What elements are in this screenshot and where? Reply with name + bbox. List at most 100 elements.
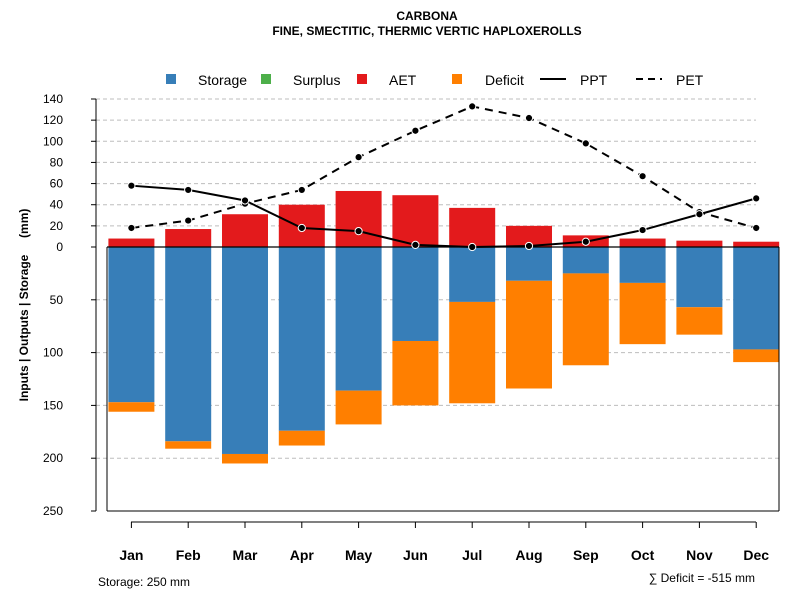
deficit-bar-may (335, 390, 382, 425)
legend-surplus-label: Surplus (293, 72, 340, 88)
pet-point-feb (184, 216, 193, 225)
ppt-line (131, 184, 757, 249)
aet-bar-feb (165, 229, 212, 247)
storage-bar-oct (619, 247, 666, 283)
y-tick-label-lower-150: 150 (43, 398, 63, 412)
storage-bar-feb (165, 247, 212, 442)
ppt-point-dec (752, 194, 761, 203)
y-tick-label-upper-0: 0 (56, 240, 63, 254)
aet-bar-oct (619, 238, 666, 247)
ppt-point-oct (638, 225, 647, 235)
storage-bar-dec (733, 247, 780, 350)
deficit-bar-aug (506, 280, 552, 389)
pet-point-jan (127, 223, 136, 233)
deficit-bar-sep (562, 273, 609, 366)
deficit-bar-feb (165, 441, 212, 449)
y-tick-label-lower-100: 100 (43, 346, 63, 360)
y-tick-label-lower-200: 200 (43, 451, 63, 465)
legend-pet-label: PET (676, 72, 704, 88)
x-tick-label-dec: Dec (743, 547, 769, 563)
legend-deficit-label: Deficit (485, 72, 524, 88)
pet-line (131, 105, 757, 229)
y-tick-label-upper-60: 60 (50, 177, 64, 191)
aet-bar-jan (108, 238, 155, 247)
y-axis-label: Inputs | Outputs | Storage (mm) (17, 209, 31, 402)
aet-bar-nov (676, 240, 723, 247)
ppt-point-may (354, 227, 363, 236)
aet-bar-mar (222, 214, 268, 247)
y-tick-label-upper-100: 100 (43, 134, 63, 148)
pet-point-aug (524, 113, 534, 123)
lines (127, 102, 761, 252)
storage-bar-aug (506, 247, 552, 281)
deficit-bar-jul (449, 301, 496, 404)
ppt-point-apr (297, 223, 306, 233)
ppt-point-feb (184, 185, 193, 195)
y-tick-label-upper-120: 120 (43, 113, 63, 127)
legend-aet-swatch (357, 74, 367, 84)
bars (108, 190, 780, 464)
ppt-point-nov (695, 210, 704, 219)
pet-point-may (354, 153, 363, 162)
y-tick-label-upper-40: 40 (50, 198, 64, 212)
storage-bar-jul (449, 247, 496, 302)
ppt-point-jun (411, 240, 420, 249)
legend-surplus-swatch (261, 74, 271, 84)
x-tick-label-jun: Jun (403, 547, 428, 563)
legend-storage-label: Storage (198, 72, 247, 88)
storage-bar-apr (278, 247, 325, 431)
pet-point-oct (638, 172, 647, 181)
ppt-point-aug (524, 241, 534, 251)
y-tick-label-lower-250: 250 (43, 504, 63, 518)
deficit-bar-nov (676, 307, 723, 335)
deficit-bar-apr (278, 430, 325, 446)
deficit-bar-jun (392, 340, 439, 406)
aet-bar-dec (733, 241, 780, 247)
chart-title: CARBONA (396, 9, 458, 23)
x-axis: Jan Feb Mar Apr May Jun Jul Aug Sep Oct Nov Dec (119, 521, 769, 563)
pet-point-apr (297, 185, 306, 195)
x-tick-label-oct: Oct (631, 547, 655, 563)
y-tick-label-upper-20: 20 (50, 219, 64, 233)
aet-bar-jul (449, 207, 496, 247)
x-tick-label-jan: Jan (119, 547, 143, 563)
deficit-bar-dec (733, 349, 780, 363)
ppt-point-mar (240, 196, 250, 205)
pet-point-dec (752, 223, 761, 233)
storage-bar-nov (676, 247, 723, 308)
pet-point-sep (581, 139, 590, 148)
aet-bar-may (335, 190, 382, 247)
x-tick-label-sep: Sep (573, 547, 599, 563)
x-tick-label-may: May (345, 547, 372, 563)
storage-note: Storage: 250 mm (98, 575, 190, 589)
y-tick-label-lower-50: 50 (50, 293, 64, 307)
storage-bar-sep (562, 247, 609, 274)
x-tick-label-apr: Apr (290, 547, 315, 563)
legend-ppt-label: PPT (580, 72, 608, 88)
pet-point-jul (468, 102, 477, 111)
ppt-point-jul (468, 242, 477, 252)
chart-subtitle: FINE, SMECTITIC, THERMIC VERTIC HAPLOXER… (272, 24, 581, 38)
storage-bar-mar (222, 247, 268, 454)
y-tick-label-upper-140: 140 (43, 92, 63, 106)
storage-bar-may (335, 247, 382, 391)
legend-aet-label: AET (389, 72, 417, 88)
x-tick-label-mar: Mar (233, 547, 258, 563)
x-tick-label-jul: Jul (462, 547, 482, 563)
legend-storage-swatch (166, 74, 176, 84)
ppt-point-jan (127, 181, 136, 190)
deficit-bar-oct (619, 282, 666, 345)
ppt-point-sep (581, 237, 590, 246)
deficit-bar-mar (222, 453, 268, 464)
deficit-total-note: ∑ Deficit = -515 mm (649, 571, 755, 585)
x-tick-label-aug: Aug (515, 547, 542, 563)
deficit-bar-jan (108, 402, 155, 412)
legend: Storage Surplus AET Deficit PPT PET (166, 72, 704, 88)
aet-bar-aug (506, 225, 552, 247)
aet-bar-jun (392, 195, 439, 247)
x-tick-label-nov: Nov (686, 547, 713, 563)
legend-deficit-swatch (452, 74, 462, 84)
storage-bar-jan (108, 247, 155, 403)
